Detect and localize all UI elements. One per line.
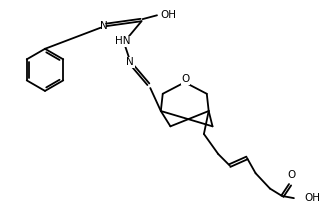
Text: O: O xyxy=(181,74,190,85)
Text: N: N xyxy=(100,21,107,31)
Text: OH: OH xyxy=(304,193,320,203)
Text: N: N xyxy=(126,57,134,67)
Text: OH: OH xyxy=(161,10,177,20)
Text: HN: HN xyxy=(115,36,130,46)
Text: O: O xyxy=(288,170,296,180)
